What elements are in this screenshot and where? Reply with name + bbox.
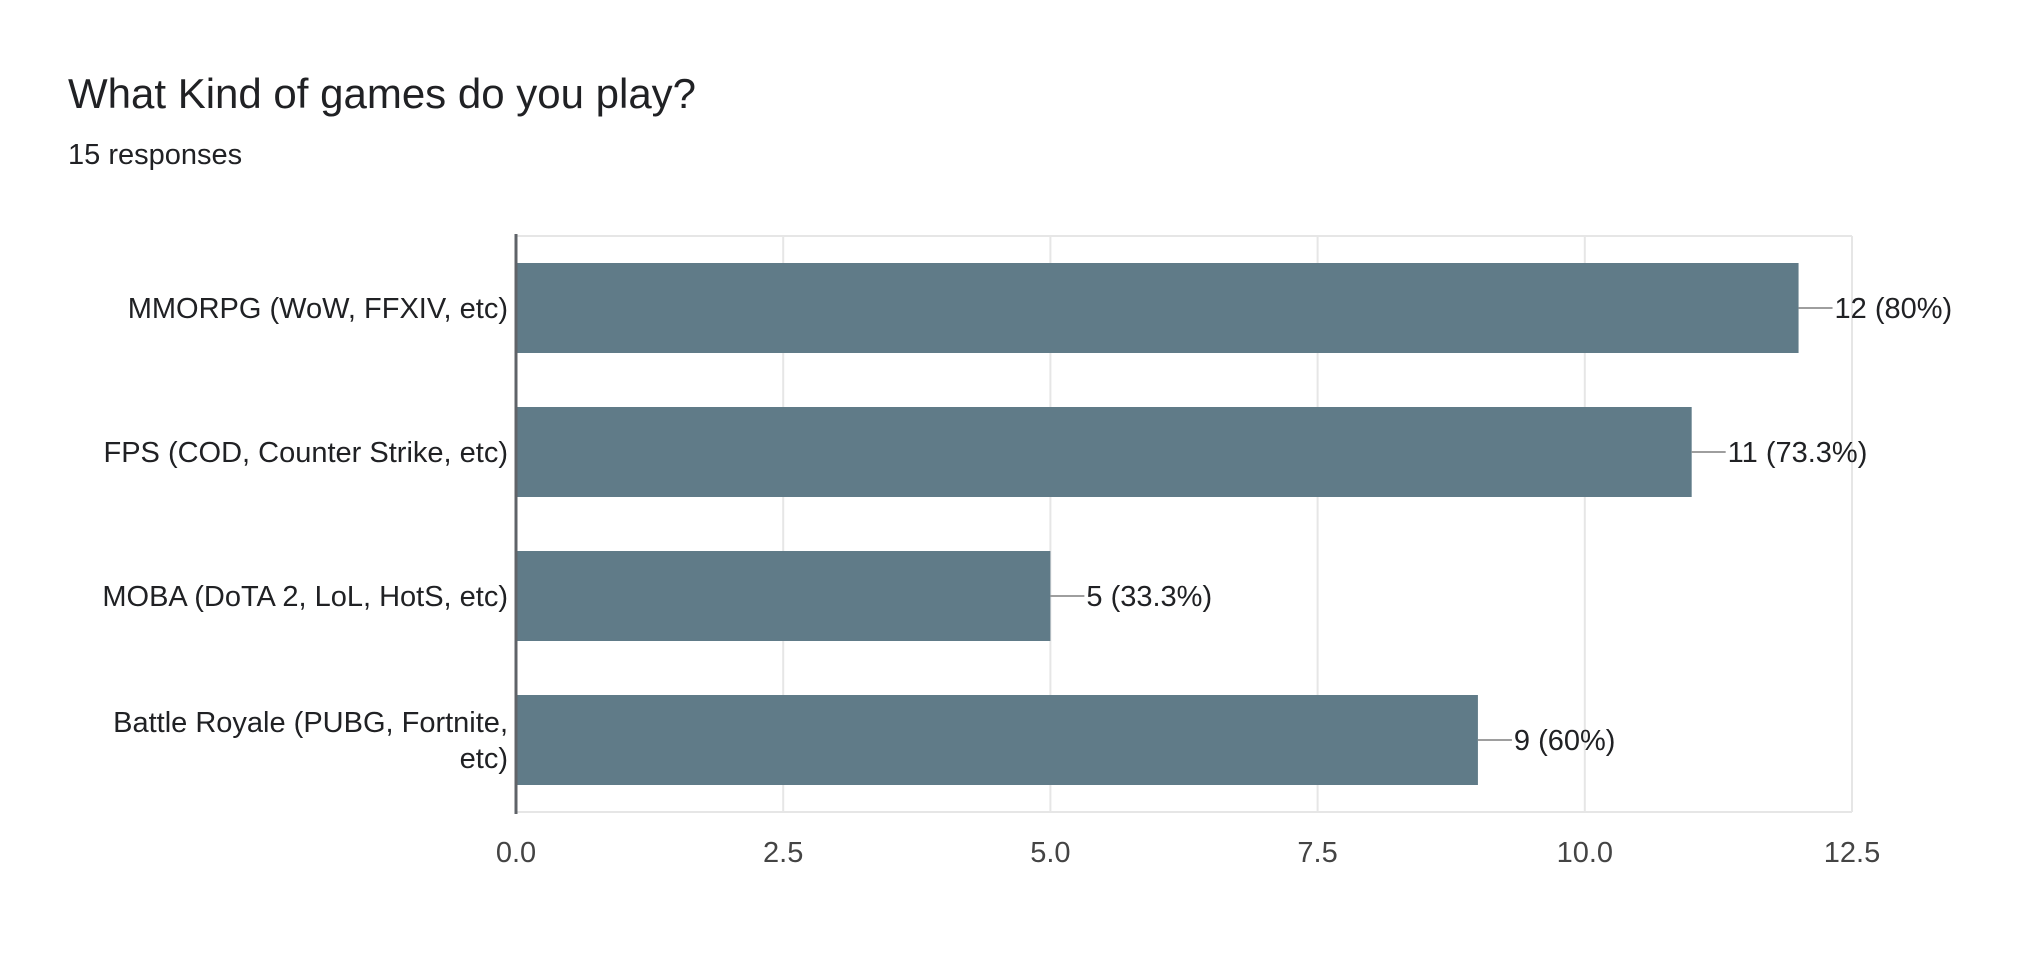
data-label: 11 (73.3%) [1728, 437, 1868, 469]
data-label: 5 (33.3%) [1086, 581, 1212, 613]
category-label: FPS (COD, Counter Strike, etc) [104, 437, 509, 469]
chart-title: What Kind of games do you play? [68, 70, 697, 117]
bars [516, 263, 1799, 785]
bar [516, 695, 1478, 785]
bar [516, 551, 1051, 641]
x-tick-label: 10.0 [1557, 837, 1613, 869]
bar [516, 407, 1692, 497]
response-count: 15 responses [68, 139, 243, 171]
x-tick-label: 7.5 [1297, 837, 1337, 869]
x-tick-label: 0.0 [496, 837, 536, 869]
x-tick-label: 5.0 [1030, 837, 1070, 869]
data-label: 12 (80%) [1835, 293, 1953, 325]
labels: 0.0 2.5 5.0 7.5 10.0 12.5 12 (80%) MMORPG (WoW,… [102, 293, 1952, 869]
category-label: Battle Royale (PUBG, Fortnite, [113, 707, 508, 739]
category-label: MMORPG (WoW, FFXIV, etc) [128, 293, 508, 325]
x-tick-label: 12.5 [1824, 837, 1880, 869]
category-label: MOBA (DoTA 2, LoL, HotS, etc) [102, 581, 508, 613]
bar [516, 263, 1799, 353]
category-label: etc) [460, 743, 508, 775]
x-tick-label: 2.5 [763, 837, 803, 869]
data-label: 9 (60%) [1514, 725, 1616, 757]
